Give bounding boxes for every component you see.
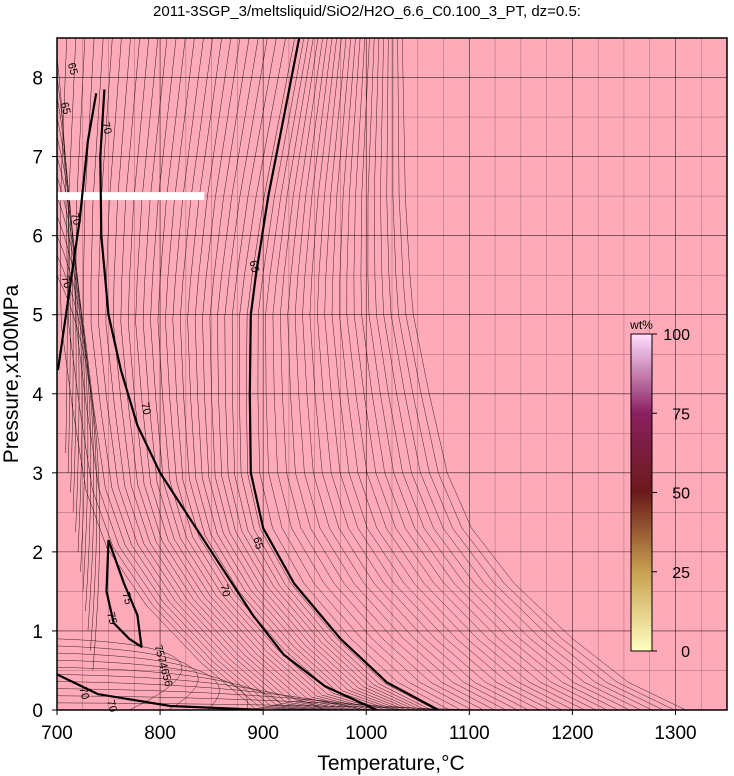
x-tick-label: 1300 bbox=[654, 723, 696, 744]
fine-contour bbox=[57, 638, 183, 710]
major-contour-70 bbox=[57, 673, 264, 710]
plot-frame bbox=[56, 37, 728, 711]
contour-label: 70 bbox=[59, 275, 74, 290]
chart-title: 2011-3SGP_3/meltsliquid/SiO2/H2O_6.6_C0.… bbox=[153, 3, 581, 20]
contour-label: 75 bbox=[104, 611, 119, 626]
missing-data-strip bbox=[57, 192, 205, 201]
x-tick-label: 1100 bbox=[449, 723, 490, 744]
colorbar-tick-label: 75 bbox=[672, 406, 690, 423]
fine-contour bbox=[209, 38, 411, 710]
x-tick-label: 700 bbox=[41, 723, 73, 744]
y-tick-label: 3 bbox=[32, 464, 43, 485]
contour-label: 70 bbox=[217, 583, 232, 598]
fine-contour bbox=[172, 38, 386, 710]
fine-contour bbox=[57, 97, 74, 493]
fine-contour bbox=[67, 38, 316, 710]
fine-contour bbox=[202, 38, 406, 710]
fine-contour-lines bbox=[57, 38, 686, 710]
x-tick-label: 1200 bbox=[551, 723, 593, 744]
x-axis-ticks: 700 800 900 1000 1100 1200 1300 bbox=[41, 710, 697, 744]
major-contour-65 bbox=[248, 38, 439, 710]
contour-label: 70 bbox=[138, 401, 153, 416]
fine-contour bbox=[187, 38, 396, 710]
contour-label: 70 bbox=[99, 121, 114, 136]
fine-contour bbox=[239, 38, 432, 710]
contour-label: 65 bbox=[246, 259, 261, 274]
fine-contour bbox=[57, 652, 220, 710]
y-axis-label: Pressure,x100MPa bbox=[0, 284, 23, 463]
contour-label: 70 bbox=[104, 699, 119, 714]
contour-label: 70 bbox=[68, 212, 83, 227]
y-tick-label: 5 bbox=[32, 306, 43, 327]
y-tick-label: 8 bbox=[32, 69, 43, 90]
y-axis-ticks: 0 1 2 3 4 5 6 7 8 bbox=[32, 69, 57, 722]
y-tick-label: 0 bbox=[32, 701, 43, 722]
fine-contour bbox=[83, 38, 326, 710]
colorbar-tick-label: 50 bbox=[672, 486, 690, 503]
colorbar-ticks: 0 25 50 75 100 bbox=[652, 327, 690, 661]
major-contour-70 bbox=[99, 89, 377, 710]
fine-contour bbox=[57, 136, 80, 533]
contour-label: 75 bbox=[120, 591, 135, 606]
y-tick-label: 6 bbox=[32, 227, 43, 248]
fine-contour bbox=[224, 38, 421, 710]
fine-contour bbox=[194, 38, 401, 710]
fine-contour bbox=[179, 38, 391, 710]
fine-contour bbox=[246, 38, 437, 710]
contour-label: 70 bbox=[76, 686, 91, 701]
fine-contour bbox=[57, 702, 482, 710]
x-tick-label: 900 bbox=[247, 723, 279, 744]
x-tick-label: 1000 bbox=[345, 723, 387, 744]
colorbar-tick-label: 100 bbox=[663, 327, 690, 344]
y-tick-label: 4 bbox=[32, 385, 43, 406]
contour-label: 65 bbox=[250, 536, 265, 551]
y-tick-label: 1 bbox=[32, 622, 43, 643]
x-tick-label: 800 bbox=[144, 723, 176, 744]
fine-contour bbox=[142, 38, 366, 710]
major-contour-75 bbox=[105, 539, 143, 648]
major-contour-lines bbox=[57, 38, 439, 710]
fine-contour bbox=[113, 38, 346, 710]
fine-contour bbox=[90, 38, 331, 710]
fine-contour bbox=[231, 38, 426, 710]
major-contour-70 bbox=[57, 93, 98, 371]
colorbar-gradient bbox=[630, 333, 653, 652]
x-axis-label: Temperature,°C bbox=[317, 752, 464, 775]
grid-lines bbox=[57, 38, 727, 710]
fine-contour bbox=[57, 659, 249, 710]
fine-contour bbox=[217, 38, 416, 710]
colorbar: wt% 0 25 50 75 100 bbox=[629, 318, 690, 661]
fine-contour bbox=[57, 674, 326, 710]
contour-label: 65 bbox=[65, 61, 80, 76]
colorbar-title: wt% bbox=[629, 318, 653, 332]
fine-contour bbox=[57, 645, 199, 710]
fine-contour bbox=[57, 667, 287, 710]
fine-contour bbox=[75, 38, 321, 710]
fine-contour bbox=[57, 176, 86, 572]
fine-contour bbox=[157, 38, 376, 710]
fine-contour bbox=[120, 38, 351, 710]
fine-contour bbox=[150, 38, 371, 710]
fine-contour bbox=[105, 38, 341, 710]
colorbar-tick-label: 25 bbox=[672, 565, 690, 582]
contour-label: 65 bbox=[58, 101, 73, 116]
y-tick-label: 7 bbox=[32, 148, 43, 169]
fine-contour bbox=[57, 57, 68, 454]
fine-contour bbox=[127, 38, 356, 710]
y-tick-label: 2 bbox=[32, 543, 43, 564]
colorbar-tick-label: 0 bbox=[681, 644, 690, 661]
